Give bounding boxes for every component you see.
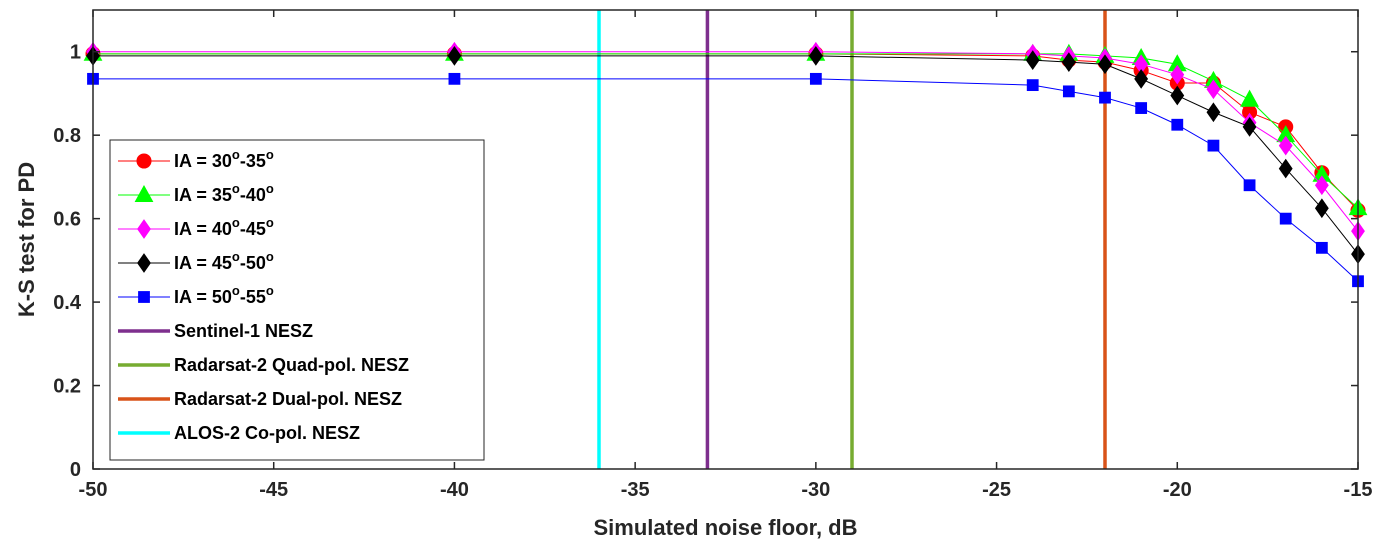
legend-item-vline-4: ALOS-2 Co-pol. NESZ xyxy=(118,423,360,443)
data-point xyxy=(1242,116,1257,137)
y-tick-label: 0 xyxy=(70,459,81,481)
data-point xyxy=(1278,158,1293,179)
axes-box xyxy=(92,9,1359,470)
data-point xyxy=(1135,102,1148,114)
data-point xyxy=(1099,91,1111,104)
legend-item-series-4: IA = 45o-50o xyxy=(118,249,274,273)
legend-label: ALOS-2 Co-pol. NESZ xyxy=(174,423,360,443)
x-tick-label: -45 xyxy=(259,479,288,501)
series-4 xyxy=(86,46,1365,264)
legend-marker xyxy=(138,291,150,303)
data-point xyxy=(1025,50,1040,70)
legend-item-vline-1: Sentinel-1 NESZ xyxy=(118,321,313,341)
legend-label: Radarsat-2 Quad-pol. NESZ xyxy=(174,355,409,375)
legend-marker xyxy=(137,219,151,239)
legend-item-vline-2: Radarsat-2 Quad-pol. NESZ xyxy=(118,355,409,375)
legend-label: IA = 50o-55o xyxy=(174,283,274,307)
legend-item-series-1: IA = 30o-35o xyxy=(118,147,274,171)
data-point xyxy=(1240,89,1259,107)
data-point xyxy=(1026,79,1039,92)
x-tick-label: -35 xyxy=(621,479,650,501)
data-point xyxy=(809,72,822,85)
x-tick-label: -15 xyxy=(1344,479,1373,501)
reference-lines xyxy=(597,10,1107,469)
data-point xyxy=(1134,68,1149,89)
legend-label: IA = 40o-45o xyxy=(174,215,274,239)
data-point xyxy=(1207,139,1220,152)
legend-marker xyxy=(134,184,154,202)
legend-label: IA = 45o-50o xyxy=(174,249,274,273)
legend-marker xyxy=(136,153,152,169)
data-point xyxy=(808,46,823,66)
legend-label: Radarsat-2 Dual-pol. NESZ xyxy=(174,389,402,409)
data-point xyxy=(1170,64,1185,85)
data-point xyxy=(1061,52,1076,73)
legend-marker xyxy=(137,253,151,273)
data-point xyxy=(1170,85,1185,106)
data-point xyxy=(447,46,462,66)
y-tick-label: 0.6 xyxy=(53,209,81,231)
y-tick-label: 0.2 xyxy=(53,376,81,398)
ticks-layer: -50 -45 -40 -35 -30 -25 -20 -15 0 0.2 0.4 0.6 0.8 1 xyxy=(53,10,1372,501)
y-tick-label: 0.8 xyxy=(53,125,81,147)
data-point xyxy=(1314,175,1329,196)
y-tick-label: 0.4 xyxy=(53,292,82,314)
x-tick-label: -50 xyxy=(79,479,108,501)
data-point xyxy=(1315,241,1328,254)
legend-label: Sentinel-1 NESZ xyxy=(174,321,313,341)
data-point xyxy=(1098,54,1112,75)
x-axis-label: Simulated noise floor, dB xyxy=(593,515,857,540)
data-point xyxy=(1243,179,1256,192)
data-point xyxy=(1279,212,1292,225)
legend-box xyxy=(109,139,485,461)
legend-label: IA = 30o-35o xyxy=(174,147,274,171)
legend-label: IA = 35o-40o xyxy=(174,181,274,205)
data-point xyxy=(1278,135,1293,156)
data-point xyxy=(1062,85,1075,98)
data-point xyxy=(1206,79,1221,100)
x-tick-label: -20 xyxy=(1163,479,1192,501)
legend-item-series-5: IA = 50o-55o xyxy=(118,283,274,307)
legend-item-vline-3: Radarsat-2 Dual-pol. NESZ xyxy=(118,389,402,409)
x-tick-label: -40 xyxy=(440,479,469,501)
y-tick-label: 1 xyxy=(70,42,81,64)
legend: IA = 30o-35o IA = 35o-40o IA = 40o-45o IA =… xyxy=(109,139,485,461)
data-point xyxy=(448,72,461,85)
x-tick-label: -30 xyxy=(801,479,830,501)
data-point xyxy=(1171,118,1184,131)
legend-item-series-2: IA = 35o-40o xyxy=(118,181,274,205)
data-point xyxy=(1314,198,1329,219)
x-tick-label: -25 xyxy=(982,479,1011,501)
legend-item-series-3: IA = 40o-45o xyxy=(118,215,274,239)
data-point xyxy=(1206,102,1221,123)
y-axis-label: K-S test for PD xyxy=(14,162,39,317)
